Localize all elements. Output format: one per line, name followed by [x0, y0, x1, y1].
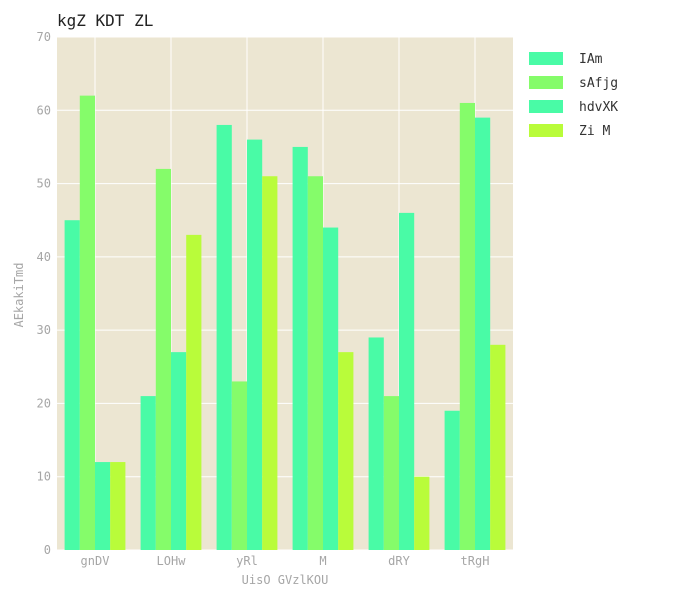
bar: [95, 462, 111, 550]
bar: [307, 176, 323, 550]
legend-swatch: [529, 100, 563, 113]
y-tick-label: 10: [37, 470, 51, 484]
bar: [79, 95, 95, 550]
x-axis-label: UisO GVzlKOU: [242, 573, 329, 587]
y-tick-label: 70: [37, 30, 51, 44]
x-tick-label: tRgH: [461, 554, 490, 568]
bar: [490, 344, 506, 550]
bar: [247, 139, 263, 550]
x-tick-label: dRY: [388, 554, 410, 568]
legend-label: IAm: [579, 52, 603, 67]
bar: [444, 410, 460, 550]
bar: [110, 462, 126, 550]
legend: IAm sAfjg hdvXK Zi M: [529, 52, 618, 139]
plot-area: [57, 37, 513, 550]
legend-swatch: [529, 124, 563, 137]
bar: [399, 212, 415, 550]
legend-label: Zi M: [579, 124, 610, 139]
bar: [140, 396, 156, 550]
y-tick-label: 60: [37, 103, 51, 117]
bar: [64, 220, 80, 550]
bar: [414, 476, 430, 550]
y-tick-label: 0: [44, 543, 51, 557]
bar: [368, 337, 384, 550]
bar: [323, 227, 339, 551]
bar: [262, 176, 278, 550]
bar: [231, 381, 247, 550]
y-tick-label: 40: [37, 250, 51, 264]
y-tick-label: 30: [37, 323, 51, 337]
bars: [64, 95, 506, 551]
y-tick-label: 20: [37, 396, 51, 410]
x-tick-label: yRl: [236, 554, 258, 568]
bar: [155, 168, 171, 550]
bar: [459, 102, 475, 550]
bar: [475, 117, 491, 550]
bar: [383, 396, 399, 550]
legend-label: sAfjg: [579, 76, 618, 91]
x-tick-label: M: [319, 554, 326, 568]
bar: [338, 352, 354, 550]
bar: [171, 352, 187, 550]
y-tick-label: 50: [37, 177, 51, 191]
bar: [186, 234, 202, 550]
bar: [292, 146, 308, 550]
x-tick-label: gnDV: [81, 554, 110, 568]
chart-title: kgZ KDT ZL: [57, 11, 153, 30]
y-axis-ticks: 0 10 20 30 40 50 60 70: [37, 30, 51, 557]
legend-swatch: [529, 76, 563, 89]
bar: [216, 124, 232, 550]
legend-swatch: [529, 52, 563, 65]
legend-label: hdvXK: [579, 100, 618, 115]
x-tick-label: LOHw: [157, 554, 187, 568]
y-axis-label: AEkakiTmd: [12, 262, 26, 327]
